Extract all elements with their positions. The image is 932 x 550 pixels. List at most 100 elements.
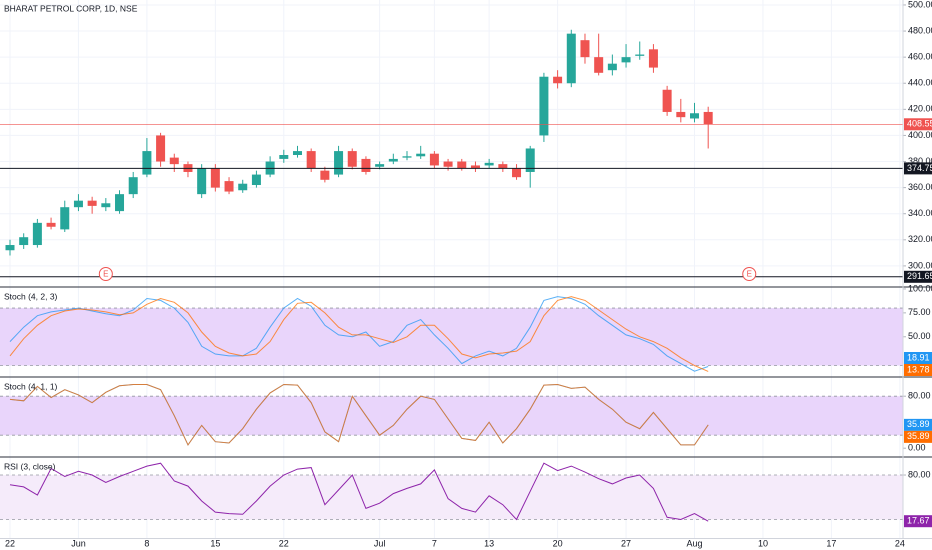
x-tick-label: Jul [374, 538, 386, 548]
candle-body [484, 162, 494, 166]
candle-body [251, 174, 261, 186]
price-label-box [904, 418, 932, 431]
price-label-box [904, 364, 932, 376]
candle-body [512, 168, 522, 178]
y-tick-label: 500.00 [908, 0, 932, 9]
indicator-line [9, 296, 709, 372]
candle-body [46, 222, 56, 227]
candle-body [470, 165, 480, 169]
candle-body [101, 203, 111, 208]
band-fill [0, 475, 903, 520]
indicator-title: Stoch (4, 2, 3) [4, 291, 58, 301]
y-tick-label: 50.00 [908, 331, 931, 341]
y-tick-label: 480.00 [908, 25, 932, 35]
candle-body [128, 177, 138, 195]
candle-body [580, 40, 590, 58]
candle-body [210, 168, 220, 188]
candle-body [690, 113, 699, 119]
candle-body [19, 237, 29, 246]
candle-body [320, 170, 330, 180]
x-tick-label: Jun [71, 538, 86, 548]
candle-body [621, 57, 631, 63]
price-label: 18.91 [907, 352, 930, 362]
candle-body [115, 194, 125, 212]
price-label-box [904, 270, 932, 283]
candle-body [238, 183, 248, 191]
y-tick-label: 340.00 [908, 208, 932, 218]
indicator-title: Stoch (4, 1, 1) [4, 381, 58, 391]
candle-body [32, 222, 42, 246]
y-tick-label: 0.00 [908, 443, 926, 453]
indicator-title: RSI (3, close) [4, 461, 56, 471]
chart-title: BHARAT PETROL CORP, 1D, NSE [4, 3, 138, 13]
candle-body [5, 245, 15, 251]
price-label: 291.65 [907, 271, 932, 281]
band-fill [0, 308, 903, 366]
x-tick-label: 17 [826, 538, 836, 548]
y-tick-label: 440.00 [908, 78, 932, 88]
candle-body [443, 161, 453, 167]
candle-body [292, 151, 302, 156]
x-tick-label: 22 [5, 538, 15, 548]
candle-body [498, 164, 508, 169]
y-tick-label: 420.00 [908, 104, 932, 114]
y-tick-label: 360.00 [908, 182, 932, 192]
candle-body [347, 151, 357, 167]
candle-body [429, 153, 439, 166]
price-label: 35.89 [907, 419, 930, 429]
candle-body [416, 153, 426, 157]
candle-body [553, 76, 563, 84]
candle-body [525, 148, 535, 172]
y-tick-label: 80.00 [908, 469, 931, 479]
candle-body [60, 207, 70, 230]
candle-body [334, 151, 344, 175]
y-tick-label: 320.00 [908, 234, 932, 244]
price-label: 17.67 [907, 516, 930, 526]
y-tick-label: 380.00 [908, 156, 932, 166]
x-tick-label: 10 [758, 538, 768, 548]
x-tick-label: Aug [686, 538, 702, 548]
x-tick-label: 27 [621, 538, 631, 548]
candle-body [156, 135, 166, 162]
candle-body [566, 33, 576, 84]
candle-body [594, 57, 604, 73]
x-tick-label: 8 [144, 538, 149, 548]
price-label-box [904, 515, 932, 528]
indicator-line [9, 462, 709, 522]
price-label-box [904, 118, 932, 131]
price-label-box [904, 162, 932, 175]
candle-body [142, 151, 152, 175]
candle-body [375, 164, 385, 167]
x-tick-label: 15 [210, 538, 220, 548]
price-label: 35.89 [907, 431, 930, 441]
y-tick-label: 80.00 [908, 391, 931, 401]
candle-body [648, 49, 658, 68]
candle-body [676, 111, 686, 118]
x-tick-label: 24 [895, 538, 905, 548]
candle-body [306, 151, 316, 169]
candle-body [197, 168, 207, 195]
candle-body [388, 158, 398, 162]
candle-body [539, 76, 549, 136]
candle-body [169, 157, 179, 165]
candle-body [279, 155, 289, 159]
candle-body [87, 200, 97, 206]
x-tick-label: 13 [484, 538, 494, 548]
earnings-label: E [103, 270, 108, 279]
x-tick-label: 7 [432, 538, 437, 548]
candle-body [703, 111, 713, 125]
y-tick-label: 75.00 [908, 307, 931, 317]
price-label-box [904, 430, 932, 443]
earnings-marker [98, 267, 113, 281]
price-label: 374.75 [907, 163, 932, 173]
candle-body [607, 63, 617, 71]
price-label: 408.55 [907, 119, 932, 129]
candle-body [361, 158, 371, 172]
price-label-box [904, 352, 932, 364]
y-tick-label: 400.00 [908, 130, 932, 140]
indicator-line [9, 383, 709, 446]
y-tick-label: 100.00 [908, 283, 932, 293]
price-label: 13.78 [907, 364, 930, 374]
